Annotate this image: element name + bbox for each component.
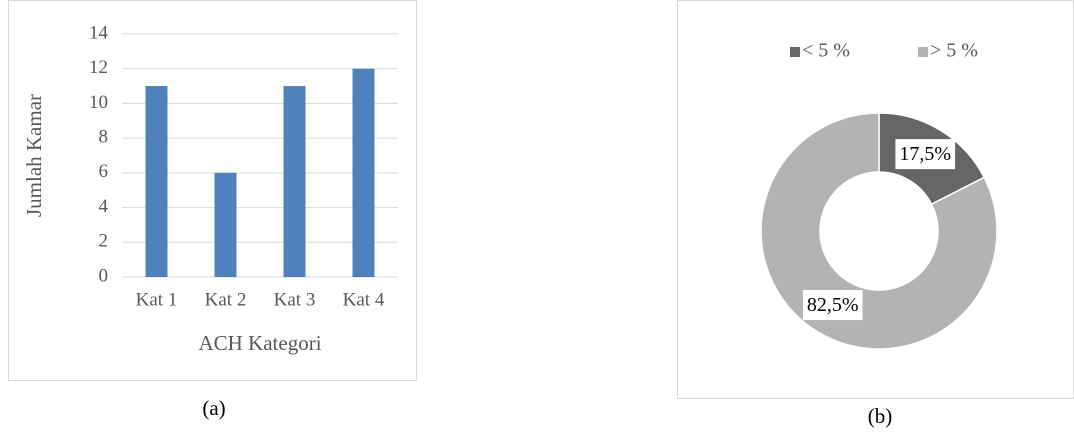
y-tick-label: 8 [99,127,109,148]
x-tick-label: Kat 3 [274,289,316,310]
bar [145,86,168,277]
y-tick-label: 2 [99,231,109,252]
x-axis-label: ACH Kategori [198,331,321,355]
y-tick-label: 6 [99,161,109,182]
y-tick-label: 12 [89,57,108,78]
y-axis-label: Jumlah Kamar [22,94,46,217]
bar [214,172,237,277]
panel-a-border [8,0,417,381]
y-tick-label: 14 [89,22,109,43]
bar [352,68,375,277]
legend-swatch [790,47,800,57]
data-label: 17,5% [899,143,951,165]
legend-swatch [918,47,928,57]
y-tick-label: 10 [89,92,108,113]
caption: (a) [202,396,225,420]
y-tick-label: 4 [99,196,109,217]
label-box [802,290,863,321]
y-tick-label: 0 [99,265,109,286]
legend-label: > 5 % [930,40,978,62]
x-tick-label: Kat 4 [343,289,385,310]
bar [283,86,306,277]
donut-segment [760,112,998,350]
x-tick-label: Kat 2 [205,289,247,310]
x-tick-label: Kat 1 [136,289,178,310]
data-label: 82,5% [807,294,859,316]
legend-label: < 5 % [802,40,850,62]
caption: (b) [868,404,893,428]
label-box [895,139,956,170]
